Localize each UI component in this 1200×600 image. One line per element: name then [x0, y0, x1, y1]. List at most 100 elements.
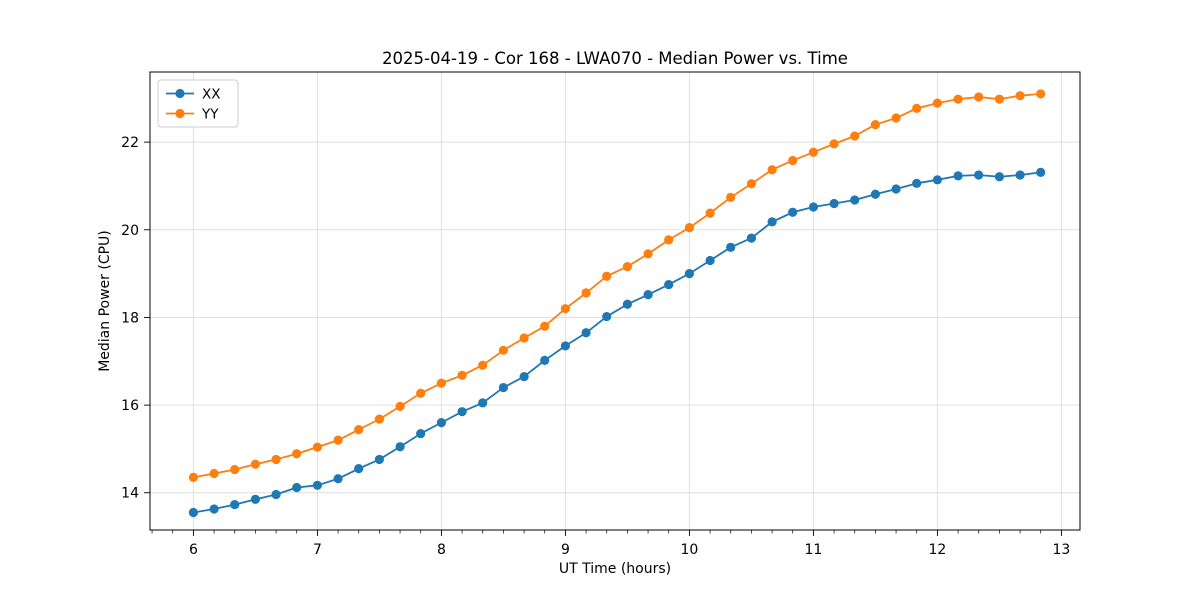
data-point-XX [850, 195, 860, 205]
data-point-YY [684, 222, 695, 233]
x-tick-label: 12 [928, 542, 946, 558]
data-point-YY [643, 249, 653, 259]
data-point-YY [416, 388, 426, 398]
data-point-XX [891, 184, 901, 194]
data-point-XX [354, 464, 364, 474]
data-point-YY [705, 208, 715, 218]
data-point-XX [767, 217, 777, 227]
data-point-YY [188, 472, 198, 483]
x-tick-label: 13 [1052, 542, 1070, 558]
y-tick-label: 20 [121, 223, 139, 239]
data-point-XX [230, 499, 240, 510]
data-point-YY [271, 454, 281, 465]
data-point-XX [292, 482, 302, 493]
data-point-YY [374, 414, 384, 424]
data-point-YY [850, 131, 860, 141]
legend-item-YY: YY [166, 107, 219, 123]
data-point-YY [395, 401, 405, 412]
data-point-YY [932, 98, 943, 108]
data-point-XX [870, 189, 881, 199]
data-point-YY [1036, 89, 1046, 99]
x-axis: 6 7 8 9 10 11 12 13 [151, 530, 1070, 558]
data-point-YY [581, 288, 591, 298]
data-point-YY [540, 321, 550, 331]
x-tick-label: 9 [561, 542, 570, 558]
legend-label: YY [201, 107, 219, 123]
legend: XX YY [157, 79, 239, 128]
x-tick-label: 10 [680, 542, 698, 558]
data-point-XX [416, 428, 426, 439]
data-point-YY [560, 304, 571, 314]
y-axis: 14 16 18 20 22 [121, 135, 150, 502]
data-point-XX [664, 279, 674, 290]
data-point-XX [912, 178, 922, 188]
plot-frame [149, 71, 1081, 531]
data-point-YY [1015, 91, 1025, 101]
data-point-XX [788, 207, 798, 217]
data-point-XX [540, 355, 550, 365]
data-point-YY [519, 333, 529, 343]
data-point-YY [436, 378, 446, 388]
data-point-YY [808, 147, 819, 157]
series-XX [188, 167, 1046, 518]
data-point-XX [726, 242, 736, 252]
data-point-XX [602, 311, 612, 322]
data-point-XX [209, 504, 219, 514]
y-axis-label: Median Power (CPU) [97, 230, 113, 372]
series-YY [188, 89, 1046, 483]
data-point-XX [829, 198, 839, 209]
data-point-XX [519, 372, 529, 382]
series-line-XX [192, 171, 1042, 514]
y-tick-label: 14 [121, 486, 139, 502]
data-point-XX [1036, 167, 1046, 177]
data-point-YY [602, 271, 612, 281]
data-point-XX [395, 442, 405, 452]
data-point-XX [1015, 170, 1025, 180]
data-point-XX [953, 171, 963, 181]
data-point-XX [622, 299, 633, 309]
data-point-XX [643, 290, 653, 300]
data-point-XX [746, 233, 757, 243]
data-point-YY [498, 345, 508, 355]
data-point-XX [374, 454, 384, 465]
data-point-YY [829, 139, 839, 149]
legend-marker-icon [175, 88, 185, 99]
data-point-XX [478, 398, 488, 408]
x-tick-label: 7 [313, 542, 322, 558]
data-point-XX [312, 480, 322, 490]
data-point-XX [684, 269, 695, 279]
data-point-XX [560, 341, 571, 351]
data-point-YY [767, 165, 777, 175]
data-point-XX [705, 255, 715, 266]
y-tick-label: 16 [121, 398, 139, 414]
data-point-YY [891, 113, 901, 123]
x-axis-label: UT Time (hours) [559, 561, 671, 577]
data-point-XX [457, 407, 467, 417]
data-point-YY [209, 468, 219, 479]
data-point-YY [230, 464, 240, 475]
data-point-XX [188, 507, 198, 518]
data-point-YY [478, 360, 488, 370]
data-point-YY [746, 179, 757, 189]
series-line-YY [192, 93, 1042, 479]
data-point-YY [726, 192, 736, 202]
data-point-XX [581, 328, 591, 338]
data-point-YY [292, 449, 302, 459]
data-point-YY [974, 92, 984, 102]
chart-title: 2025-04-19 - Cor 168 - LWA070 - Median P… [382, 49, 848, 68]
data-point-XX [994, 172, 1005, 182]
x-tick-label: 6 [189, 542, 198, 558]
data-point-YY [622, 261, 633, 272]
data-point-YY [870, 119, 881, 130]
data-point-YY [333, 435, 343, 445]
data-point-XX [333, 474, 343, 484]
data-point-XX [932, 175, 943, 185]
data-point-YY [354, 425, 364, 435]
data-point-YY [664, 235, 674, 245]
data-point-YY [250, 459, 260, 469]
data-point-YY [912, 103, 922, 113]
legend-item-XX: XX [166, 87, 221, 103]
legend-marker-icon [175, 108, 185, 119]
